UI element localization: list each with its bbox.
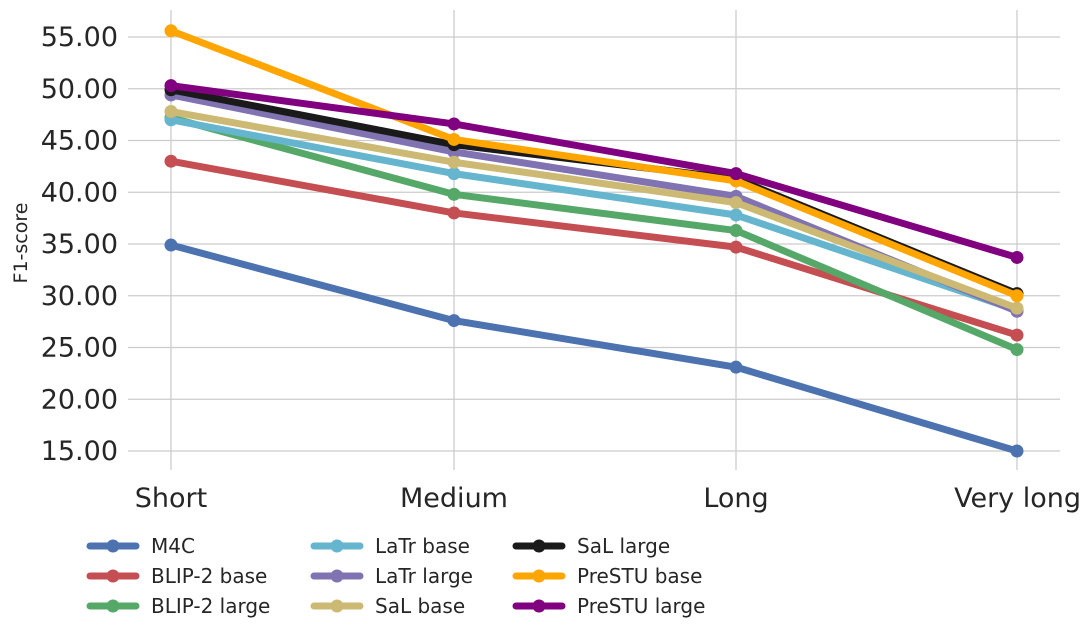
y-tick-label: 55.00 xyxy=(41,22,118,53)
series-line xyxy=(167,116,1021,314)
data-point xyxy=(447,155,461,169)
data-point xyxy=(729,167,743,181)
data-point xyxy=(729,240,743,254)
y-tick-label: 25.00 xyxy=(41,333,118,364)
legend-swatch-marker xyxy=(532,569,546,583)
x-axis-ticks: Short Medium Long Very long xyxy=(135,483,1081,514)
legend-label: M4C xyxy=(151,534,195,558)
legend-swatch-marker xyxy=(532,539,546,553)
legend-label: LaTr large xyxy=(375,564,473,588)
data-point xyxy=(447,206,461,220)
series-line xyxy=(167,27,1021,300)
data-point xyxy=(729,196,743,210)
legend-item: PreSTU base xyxy=(512,564,702,588)
y-tick-label: 35.00 xyxy=(41,229,118,260)
data-point xyxy=(1010,328,1024,342)
legend-swatch-marker xyxy=(330,599,344,613)
data-point xyxy=(1010,343,1024,357)
grid xyxy=(128,10,1060,470)
data-point xyxy=(729,208,743,222)
legend-item: LaTr large xyxy=(310,564,473,588)
data-point xyxy=(729,360,743,374)
data-point xyxy=(1010,301,1024,315)
series-line xyxy=(167,114,1021,354)
data-point xyxy=(447,132,461,146)
legend-item: BLIP-2 large xyxy=(86,594,270,618)
legend-item: BLIP-2 base xyxy=(86,564,267,588)
legend-label: PreSTU base xyxy=(577,564,702,588)
legend-swatch-marker xyxy=(532,599,546,613)
data-point xyxy=(729,224,743,238)
data-point xyxy=(1010,250,1024,264)
series-line xyxy=(167,241,1021,455)
data-point xyxy=(164,79,178,93)
series-line xyxy=(167,157,1021,339)
series-latr-large xyxy=(164,88,1024,318)
legend-item: PreSTU large xyxy=(512,594,705,618)
legend-label: PreSTU large xyxy=(577,594,705,618)
series-prestu-base xyxy=(164,24,1024,303)
legend-item: LaTr base xyxy=(310,534,470,558)
legend-swatch-marker xyxy=(106,599,120,613)
x-tick-label: Medium xyxy=(400,483,508,514)
data-point xyxy=(447,314,461,328)
series-line xyxy=(167,82,1021,261)
x-tick-label: Long xyxy=(703,483,768,514)
legend-label: SaL large xyxy=(577,534,670,558)
legend-item: M4C xyxy=(86,534,195,558)
legend-swatch-marker xyxy=(106,569,120,583)
data-point xyxy=(447,187,461,201)
data-point xyxy=(164,154,178,168)
y-tick-label: 40.00 xyxy=(41,177,118,208)
legend-swatch-marker xyxy=(330,569,344,583)
legend-label: LaTr base xyxy=(375,534,470,558)
data-point xyxy=(447,167,461,181)
legend-label: BLIP-2 large xyxy=(151,594,270,618)
x-tick-label: Very long xyxy=(954,483,1081,514)
legend-item: SaL base xyxy=(310,594,465,618)
x-tick-label: Short xyxy=(135,483,207,514)
series-m4c xyxy=(164,238,1024,458)
data-point xyxy=(1010,444,1024,458)
y-tick-label: 50.00 xyxy=(41,74,118,105)
data-point xyxy=(164,24,178,38)
data-point xyxy=(447,117,461,131)
data-point xyxy=(164,238,178,252)
legend-label: BLIP-2 base xyxy=(151,564,267,588)
data-point xyxy=(164,105,178,119)
y-tick-label: 45.00 xyxy=(41,126,118,157)
y-axis-label: F1-score xyxy=(10,203,32,284)
legend-swatch-marker xyxy=(330,539,344,553)
y-tick-label: 20.00 xyxy=(41,384,118,415)
series-prestu-large xyxy=(164,79,1024,264)
y-tick-label: 15.00 xyxy=(41,436,118,467)
series-sal-base xyxy=(164,105,1024,315)
series-line xyxy=(167,108,1021,312)
legend: M4C BLIP-2 base BLIP-2 large LaTr base LaTr … xyxy=(86,534,705,618)
legend-swatch-marker xyxy=(106,539,120,553)
legend-label: SaL base xyxy=(375,594,465,618)
series-lines xyxy=(164,24,1024,458)
legend-item: SaL large xyxy=(512,534,670,558)
data-point xyxy=(1010,289,1024,303)
y-axis-ticks: 15.00 20.00 25.00 30.00 35.00 40.00 45.00 50.00… xyxy=(41,22,118,467)
y-tick-label: 30.00 xyxy=(41,281,118,312)
